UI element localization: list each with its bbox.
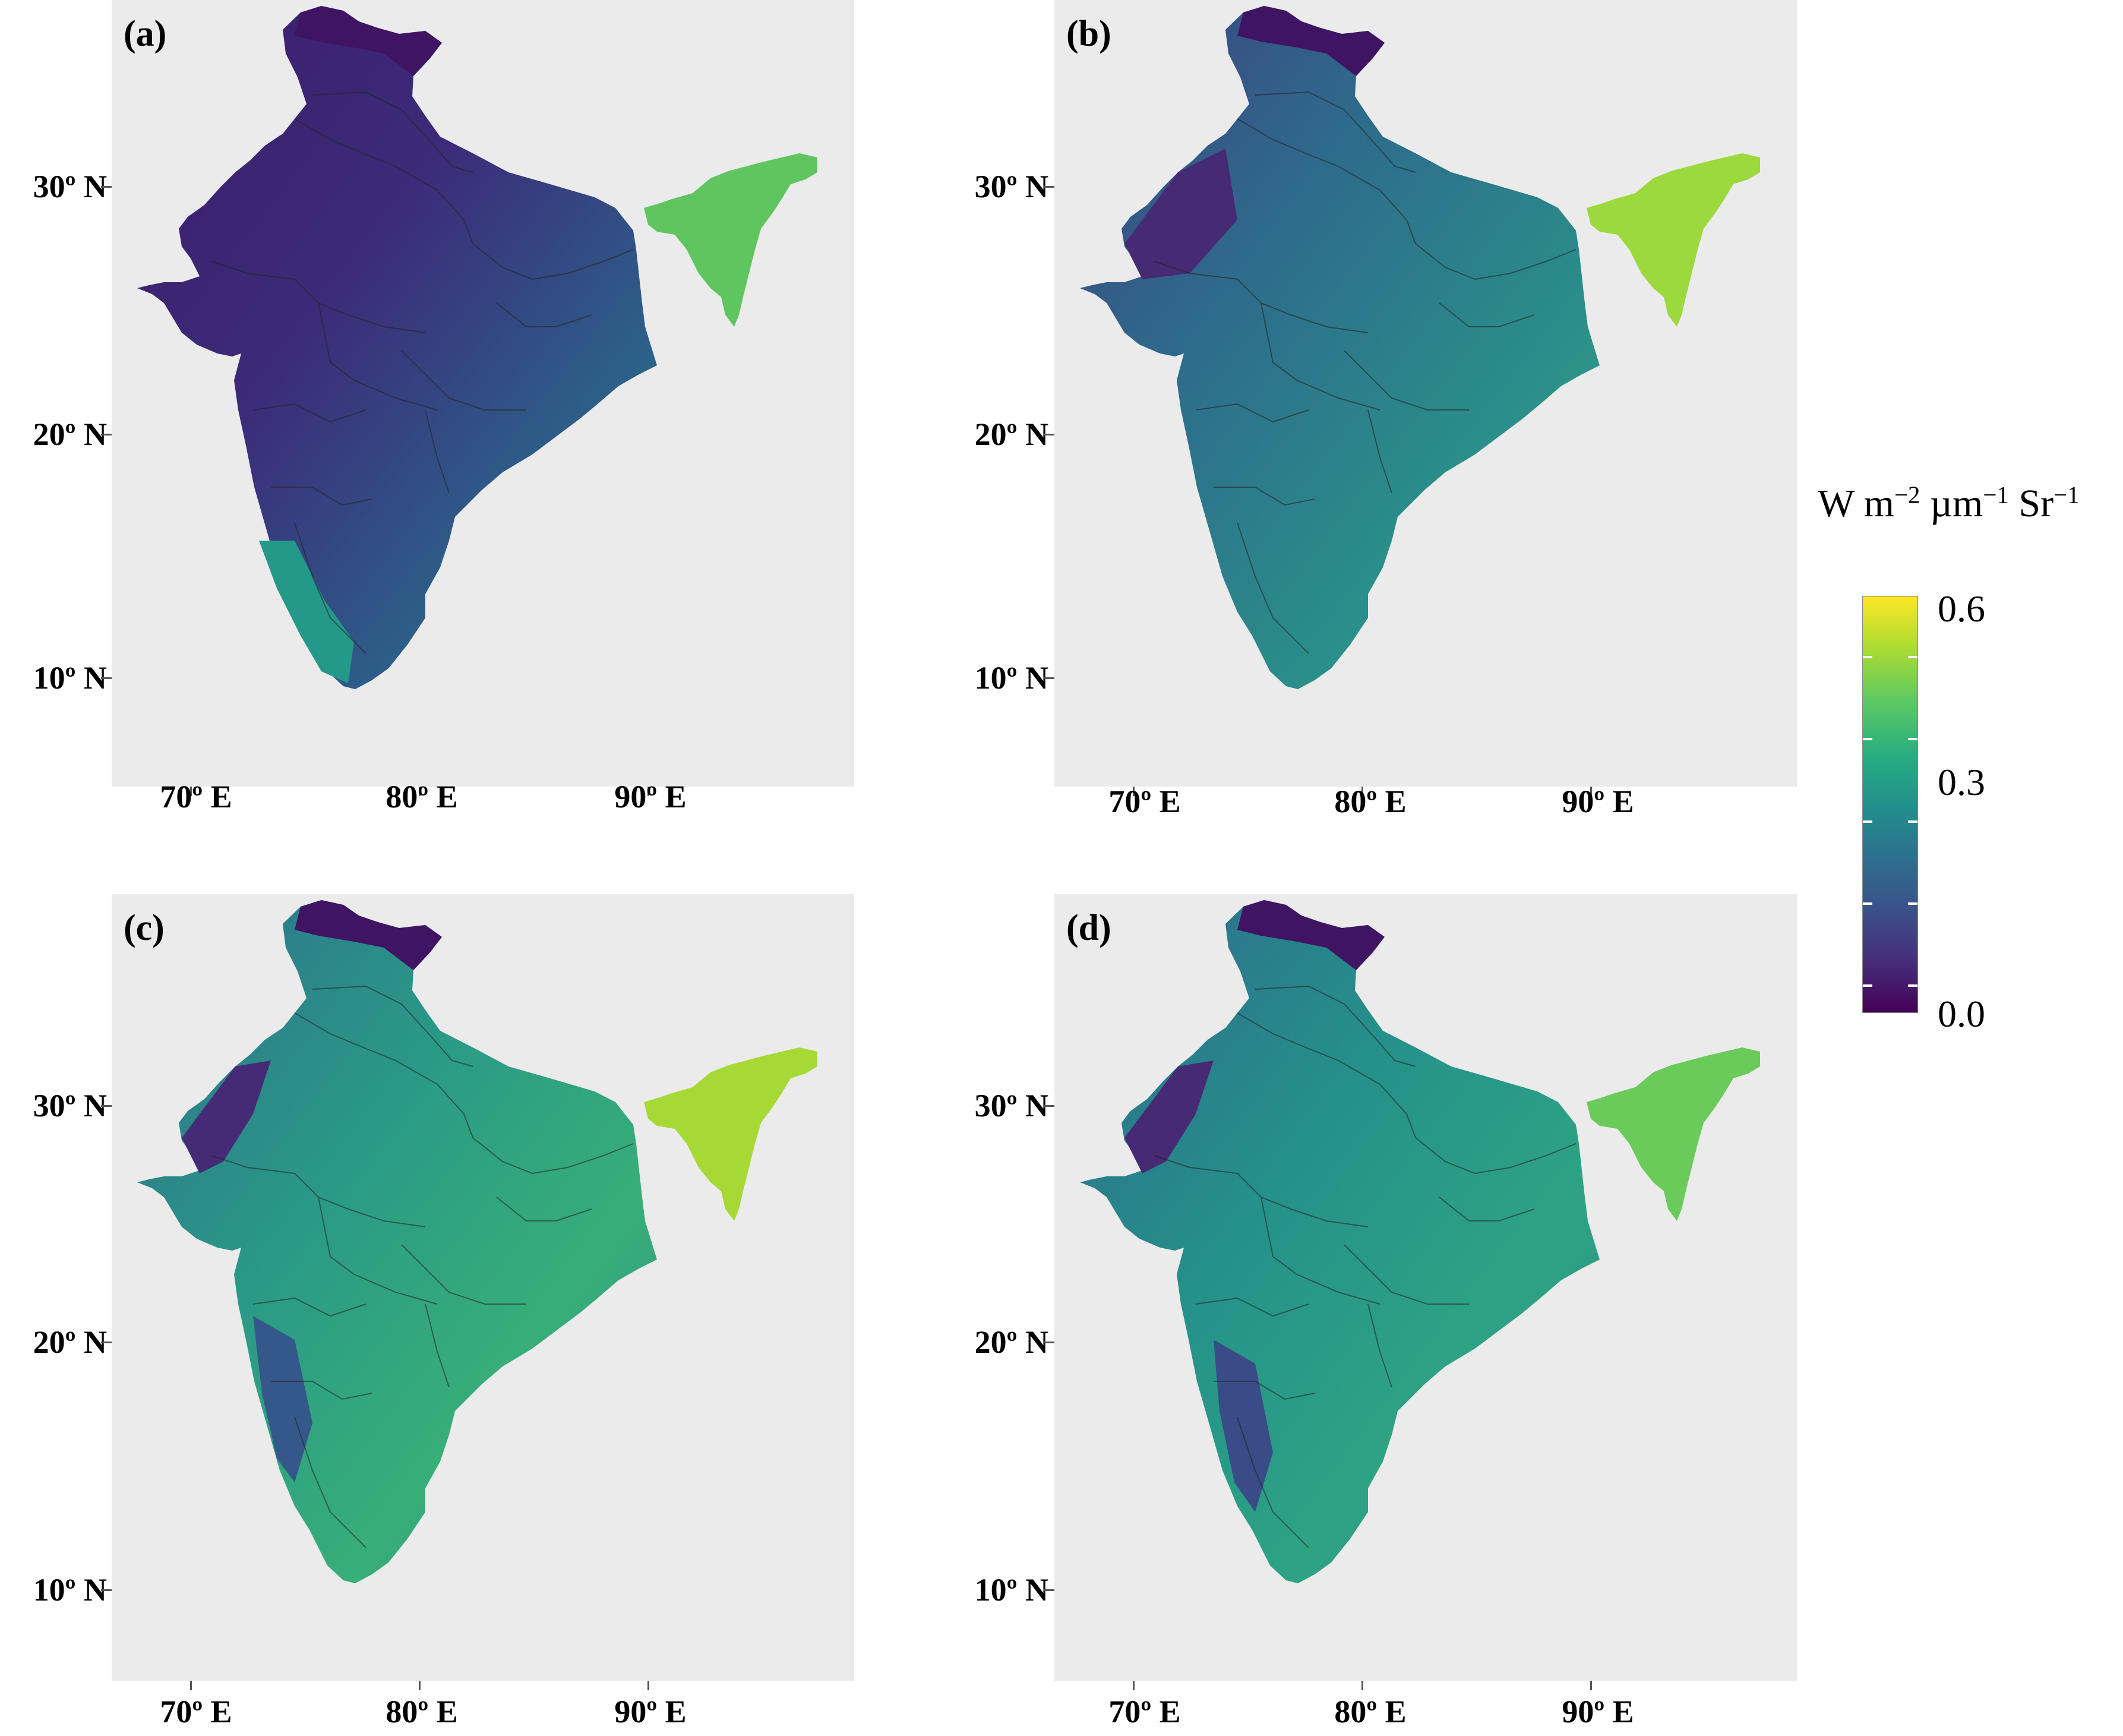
lat-label-30-a: 30º N <box>33 169 107 204</box>
lat-label-10-d: 10º N <box>974 1572 1048 1608</box>
lon-label-90-a: 90º E <box>614 779 687 815</box>
lon-label-70-c: 70º E <box>160 1694 232 1729</box>
colorbar-tick <box>1863 738 1872 740</box>
lon-tick <box>1590 1681 1592 1690</box>
lon-label-80-d: 80º E <box>1334 1694 1407 1729</box>
lat-tick <box>101 677 112 679</box>
colorbar-tick <box>1908 984 1917 987</box>
lat-tick <box>1044 186 1054 188</box>
india-map-b <box>1080 6 1760 689</box>
map-panel-a: (a) <box>112 0 854 787</box>
lat-label-20-b: 20º N <box>974 416 1048 452</box>
legend-unit-mid: µm <box>1920 482 1983 525</box>
lat-tick <box>1044 1589 1054 1591</box>
lon-tick <box>647 1681 649 1690</box>
lon-tick <box>647 787 649 796</box>
lon-tick <box>1133 1681 1135 1690</box>
panel-label-c: (c) <box>124 908 165 948</box>
lon-label-90-d: 90º E <box>1562 1694 1634 1729</box>
panel-label-d: (d) <box>1066 908 1111 948</box>
lon-label-80-b: 80º E <box>1334 784 1407 819</box>
lat-label-10-c: 10º N <box>33 1572 107 1608</box>
lon-tick <box>1361 1681 1363 1690</box>
lon-label-70-a: 70º E <box>160 779 232 815</box>
colorbar <box>1862 596 1918 1013</box>
lon-label-80-a: 80º E <box>386 779 458 815</box>
lat-label-10-a: 10º N <box>33 660 107 696</box>
colorbar-tick <box>1863 902 1872 905</box>
legend-unit-exp2: −1 <box>1983 481 2009 509</box>
lat-tick <box>1044 677 1054 679</box>
colorbar-tick <box>1908 656 1917 658</box>
lat-label-30-d: 30º N <box>974 1088 1048 1123</box>
colorbar-tick <box>1908 820 1917 823</box>
colorbar-tick <box>1863 984 1872 987</box>
colorbar-label-mid: 0.3 <box>1938 761 1985 803</box>
lon-label-80-c: 80º E <box>386 1694 458 1729</box>
lat-tick <box>101 186 112 188</box>
colorbar-tick <box>1908 902 1917 905</box>
panel-label-a: (a) <box>124 14 167 54</box>
map-panel-c: (c) <box>112 894 854 1681</box>
lon-tick <box>190 787 192 796</box>
legend-unit-exp3: −1 <box>2054 481 2080 509</box>
lon-tick <box>1590 787 1592 796</box>
lon-tick <box>419 787 421 796</box>
colorbar-tick <box>1863 820 1872 823</box>
colorbar-tick <box>1863 656 1872 658</box>
legend-unit-base: W m <box>1818 482 1894 525</box>
lon-label-90-b: 90º E <box>1562 784 1634 819</box>
lon-tick <box>1133 787 1135 796</box>
lat-tick <box>101 434 112 435</box>
colorbar-label-max: 0.6 <box>1938 588 1985 630</box>
map-panel-d: (d) <box>1054 894 1797 1681</box>
colorbar-tick <box>1908 738 1917 740</box>
lon-tick <box>1361 787 1363 796</box>
lat-label-20-a: 20º N <box>33 416 107 452</box>
colorbar-label-min: 0.0 <box>1938 993 1985 1035</box>
india-map-c <box>137 900 817 1583</box>
lat-tick <box>101 1589 112 1591</box>
india-map-d <box>1080 900 1760 1583</box>
legend-title: W m−2 µm−1 Sr−1 <box>1818 481 2080 526</box>
lat-tick <box>101 1342 112 1343</box>
lat-tick <box>101 1105 112 1107</box>
lat-tick <box>1044 434 1054 435</box>
lon-tick <box>190 1681 192 1690</box>
lon-label-70-b: 70º E <box>1108 784 1181 819</box>
lat-label-20-d: 20º N <box>974 1324 1048 1360</box>
india-map-a <box>137 6 817 689</box>
lat-label-20-c: 20º N <box>33 1324 107 1360</box>
lat-tick <box>1044 1105 1054 1107</box>
lat-label-30-b: 30º N <box>974 169 1048 204</box>
panel-label-b: (b) <box>1066 14 1111 54</box>
lat-label-10-b: 10º N <box>974 660 1048 696</box>
lat-tick <box>1044 1342 1054 1343</box>
map-panel-b: (b) <box>1054 0 1797 787</box>
lon-label-70-d: 70º E <box>1108 1694 1181 1729</box>
lon-label-90-c: 90º E <box>614 1694 687 1729</box>
lon-tick <box>419 1681 421 1690</box>
legend-unit-exp1: −2 <box>1894 481 1920 509</box>
lat-label-30-c: 30º N <box>33 1088 107 1123</box>
legend-unit-end: Sr <box>2008 482 2054 525</box>
